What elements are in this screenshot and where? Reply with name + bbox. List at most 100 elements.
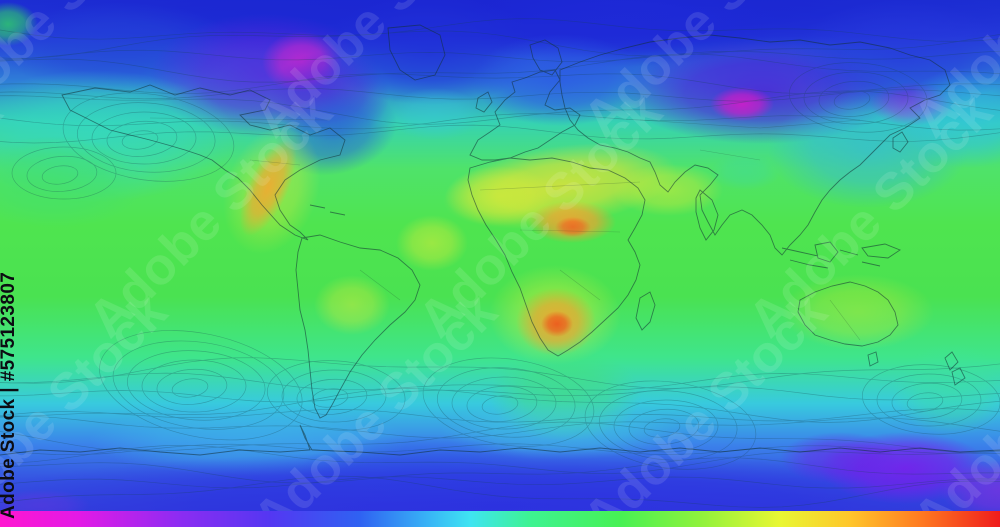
contour-line (0, 124, 1000, 144)
contour-ring (833, 90, 871, 110)
blob-australia-yellow-green (782, 274, 934, 350)
contour-line (0, 415, 1000, 439)
contour-ring (41, 165, 79, 185)
border-path (479, 181, 641, 191)
contour-ring (281, 369, 387, 423)
contour-line (0, 457, 1000, 484)
blob-mexico-orange-ridge (239, 140, 297, 236)
contour-line (0, 49, 1000, 63)
border-path (359, 269, 401, 301)
contour-ring (906, 392, 944, 412)
contour-line (0, 30, 1000, 59)
contour-line (0, 443, 1000, 456)
blob-nw-pacific-green (0, 136, 145, 228)
contour-line (0, 444, 1000, 475)
coastline-path (61, 84, 346, 241)
contour-line (0, 18, 1000, 42)
coastline-path (295, 234, 421, 419)
coastline-path (529, 39, 563, 76)
coastline-path (387, 24, 446, 81)
contour-ring (106, 120, 178, 157)
blob-sahel-red-core (555, 217, 591, 237)
contour-ring (126, 350, 266, 421)
contour-line (0, 421, 1000, 455)
contour-line (0, 53, 1000, 83)
contour-line (0, 386, 1000, 403)
blob-antarctica-deep-blue-band (0, 450, 1000, 511)
contour-ring (266, 360, 406, 431)
contour-line (0, 388, 1000, 423)
contour-ring (141, 359, 247, 413)
blob-s-africa-red-core (541, 311, 573, 337)
coastline-path (695, 189, 719, 241)
coastline-path (951, 367, 966, 386)
contour-line (0, 372, 1000, 391)
border-path (829, 299, 861, 341)
contour-line (0, 475, 1000, 508)
coastline-path (0, 424, 1000, 456)
blob-siberia-magenta-cold-1 (710, 87, 774, 121)
contour-ring (584, 380, 757, 470)
blob-antarctic-purple-edge (940, 460, 1000, 511)
contour-ring (598, 390, 738, 461)
blob-west-sahara-yellow (445, 166, 555, 226)
contour-ring (876, 373, 982, 427)
contour-ring (436, 367, 576, 438)
contour-ring (891, 382, 963, 419)
coastline-path (309, 204, 881, 269)
contour-ring (156, 368, 228, 405)
contour-ring (803, 71, 909, 125)
border-path (639, 119, 861, 129)
coastline-path (467, 157, 646, 357)
contour-ring (62, 92, 235, 182)
blob-n-atlantic-cyan-patch (387, 88, 483, 140)
coastline-path (559, 34, 951, 256)
coastline-path (861, 243, 901, 259)
blob-arabia-yellow (613, 164, 723, 216)
blob-antarctic-purple-left (0, 489, 90, 511)
contour-ring (422, 357, 595, 447)
contour-ring (296, 378, 368, 415)
contour-line (0, 476, 1000, 489)
blob-japan-pacific-cyan (898, 68, 1000, 168)
coastline-path (892, 131, 909, 153)
contour-ring (112, 340, 285, 430)
coastline-path (944, 351, 959, 371)
contour-ring (613, 399, 719, 453)
border-path (699, 149, 761, 161)
coastline-path (469, 69, 581, 161)
contour-ring (121, 130, 159, 150)
contour-ring (171, 378, 209, 398)
isoline-contours (0, 18, 1000, 508)
contour-ring (466, 385, 538, 422)
coastline-path (867, 351, 879, 367)
contour-ring (91, 111, 197, 165)
blob-brazil-yellow-patch (396, 215, 468, 271)
blob-argentina-yellow-patch (314, 275, 390, 335)
country-borders (149, 117, 861, 341)
contour-line (0, 88, 1000, 102)
border-path (249, 159, 301, 166)
blob-nz-green-tongue (892, 344, 1000, 436)
contour-ring (11, 146, 117, 200)
coastline-path (635, 291, 656, 331)
contour-ring (788, 62, 928, 133)
contour-line (0, 408, 1000, 423)
border-path (149, 117, 331, 121)
coastlines (0, 24, 1000, 456)
contour-line (0, 90, 1000, 125)
contour-line (0, 73, 1000, 95)
contour-ring (818, 80, 890, 117)
border-path (559, 269, 601, 301)
blob-antarctic-purple-west (780, 432, 900, 484)
contour-ring (76, 102, 216, 173)
border-path (519, 229, 621, 233)
contour-ring (99, 330, 303, 441)
temperature-color-scale (0, 511, 1000, 527)
contour-ring (628, 408, 700, 445)
coastline-path (475, 91, 493, 113)
contour-ring (643, 418, 681, 438)
temperature-anomaly-blobs (0, 0, 1000, 511)
